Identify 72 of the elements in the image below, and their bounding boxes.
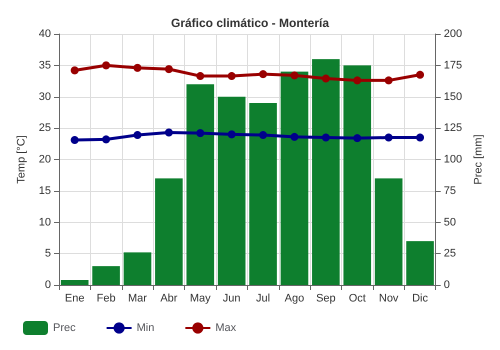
bar	[312, 59, 340, 285]
y-tick-label: 40	[38, 28, 51, 40]
y-tick-label: 5	[44, 248, 51, 260]
y-tick-label: 25	[38, 122, 51, 134]
bar	[249, 103, 277, 285]
point	[133, 131, 142, 140]
y2-tick-label: 25	[444, 248, 456, 260]
chart-title: Gráfico climático - Montería	[170, 16, 330, 30]
y2-tick-label: 75	[444, 184, 456, 197]
point	[70, 136, 79, 144]
y-tick-label: 35	[38, 59, 51, 72]
x-tick-label: May	[190, 292, 212, 304]
point	[133, 64, 142, 72]
y-tick-label: 20	[38, 154, 51, 166]
bar	[280, 72, 308, 285]
x-tick-label: Nov	[378, 292, 399, 304]
point	[290, 71, 298, 80]
bar	[155, 178, 183, 285]
x-tick-label: Jun	[222, 292, 241, 304]
point	[259, 70, 268, 78]
point	[416, 70, 424, 79]
legend-label: Prec	[53, 322, 76, 334]
y2-tick-label: 100	[444, 154, 462, 166]
y-axis-title: Temp [°C]	[16, 135, 28, 184]
bar	[92, 266, 120, 285]
x-tick-label: Dic	[412, 292, 428, 304]
y2-tick-label: 125	[444, 122, 462, 134]
bar	[374, 178, 402, 285]
y2-tick-label: 0	[444, 279, 450, 291]
y-tick-label: 10	[38, 216, 51, 228]
bar	[124, 252, 152, 285]
point	[416, 134, 424, 142]
point	[353, 76, 362, 84]
x-tick-label: Mar	[128, 292, 148, 304]
point	[259, 131, 268, 140]
x-tick-label: Oct	[348, 292, 366, 304]
y2-tick-label: 175	[444, 59, 462, 72]
point	[102, 61, 110, 70]
point	[290, 132, 298, 141]
y-tick-label: 30	[38, 90, 51, 103]
point	[196, 72, 204, 80]
x-tick-label: Jul	[256, 292, 270, 304]
y2-tick-label: 50	[444, 216, 456, 228]
point	[102, 135, 110, 144]
point	[196, 129, 204, 138]
x-tick-label: Ago	[284, 292, 304, 304]
legend-label: Min	[136, 322, 154, 334]
bar	[60, 280, 89, 285]
bar	[406, 241, 434, 285]
y2-axis-title: Prec [mm]	[472, 134, 484, 185]
y2-tick-label: 150	[444, 90, 462, 103]
point	[353, 134, 362, 142]
y-tick-label: 0	[44, 279, 51, 291]
point	[384, 76, 393, 84]
point	[164, 128, 173, 137]
bar	[218, 96, 246, 285]
x-tick-label: Sep	[316, 292, 336, 304]
point	[70, 66, 79, 74]
point	[384, 134, 393, 142]
point	[228, 130, 236, 138]
y2-tick-label: 200	[444, 28, 462, 40]
point	[164, 65, 173, 74]
point	[322, 134, 330, 142]
x-tick-label: Abr	[160, 292, 178, 304]
bar	[343, 65, 372, 285]
point	[322, 74, 330, 83]
legend-label: Max	[215, 322, 237, 334]
point	[228, 72, 236, 80]
y-tick-label: 15	[38, 184, 51, 197]
bar	[186, 84, 214, 285]
x-tick-label: Ene	[64, 292, 84, 304]
x-tick-label: Feb	[96, 292, 116, 304]
